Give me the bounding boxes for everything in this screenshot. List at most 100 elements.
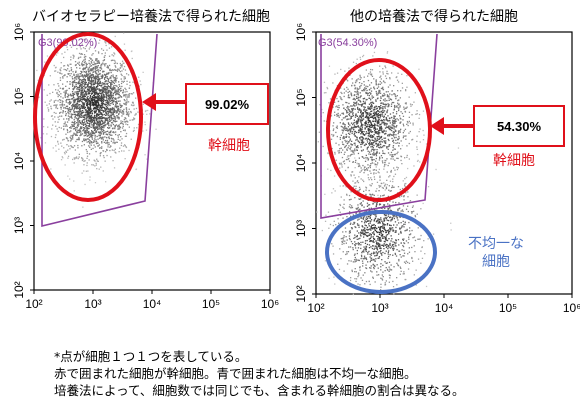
scatter-point bbox=[393, 85, 395, 87]
scatter-point bbox=[98, 126, 100, 128]
scatter-point bbox=[109, 117, 111, 119]
scatter-point bbox=[104, 108, 106, 110]
scatter-point bbox=[374, 106, 376, 108]
scatter-point bbox=[76, 97, 79, 99]
scatter-point bbox=[324, 193, 326, 195]
scatter-point bbox=[129, 81, 131, 83]
scatter-point bbox=[100, 67, 102, 69]
scatter-point bbox=[69, 136, 71, 138]
scatter-point bbox=[363, 255, 366, 257]
scatter-point bbox=[99, 84, 101, 86]
scatter-point bbox=[393, 142, 395, 144]
scatter-point bbox=[87, 99, 90, 101]
scatter-point bbox=[373, 87, 375, 89]
scatter-point bbox=[384, 236, 386, 238]
scatter-point bbox=[370, 123, 373, 126]
scatter-point bbox=[370, 87, 372, 89]
scatter-point bbox=[110, 85, 112, 87]
scatter-point bbox=[81, 89, 83, 91]
scatter-point bbox=[371, 228, 374, 230]
scatter-point bbox=[72, 92, 74, 95]
scatter-point bbox=[103, 127, 105, 129]
scatter-point bbox=[377, 110, 380, 112]
scatter-point bbox=[388, 270, 390, 272]
scatter-point bbox=[78, 156, 80, 158]
scatter-point bbox=[350, 92, 352, 94]
scatter-point bbox=[92, 91, 95, 93]
scatter-point bbox=[81, 62, 83, 64]
scatter-point bbox=[414, 214, 416, 217]
scatter-point bbox=[117, 128, 119, 130]
scatter-point bbox=[66, 118, 68, 120]
scatter-point bbox=[73, 108, 75, 110]
scatter-point bbox=[100, 112, 102, 114]
scatter-point bbox=[392, 227, 394, 229]
scatter-point bbox=[373, 78, 375, 80]
scatter-point bbox=[120, 78, 122, 80]
scatter-point bbox=[82, 123, 84, 125]
scatter-point bbox=[385, 91, 387, 93]
scatter-point bbox=[87, 85, 89, 88]
scatter-point bbox=[113, 77, 115, 79]
scatter-point bbox=[96, 86, 99, 88]
scatter-point bbox=[98, 111, 100, 113]
scatter-point bbox=[93, 106, 95, 109]
scatter-point bbox=[378, 243, 381, 245]
scatter-point bbox=[103, 82, 105, 84]
scatter-point bbox=[354, 226, 356, 228]
scatter-point bbox=[108, 120, 110, 122]
scatter-point bbox=[62, 125, 65, 127]
scatter-point bbox=[83, 117, 86, 119]
scatter-point bbox=[365, 258, 367, 260]
scatter-point bbox=[358, 99, 360, 101]
scatter-point bbox=[98, 61, 100, 63]
scatter-point bbox=[70, 59, 72, 61]
scatter-point bbox=[87, 127, 89, 129]
scatter-point bbox=[382, 99, 385, 101]
scatter-point bbox=[368, 103, 371, 105]
scatter-point bbox=[110, 134, 112, 136]
scatter-point bbox=[106, 141, 108, 144]
scatter-point bbox=[81, 159, 84, 162]
scatter-point bbox=[88, 98, 90, 100]
scatter-point bbox=[347, 122, 350, 124]
scatter-point bbox=[404, 223, 406, 225]
scatter-point bbox=[391, 154, 393, 156]
scatter-point bbox=[342, 132, 344, 134]
scatter-point bbox=[93, 77, 95, 79]
scatter-point bbox=[378, 83, 380, 85]
scatter-point bbox=[377, 106, 379, 108]
scatter-point bbox=[108, 127, 110, 129]
scatter-point bbox=[84, 139, 87, 141]
scatter-point bbox=[92, 164, 95, 166]
scatter-point bbox=[113, 139, 115, 141]
scatter-point bbox=[96, 96, 98, 98]
scatter-point bbox=[58, 85, 60, 87]
scatter-point bbox=[74, 85, 76, 88]
scatter-point bbox=[348, 160, 351, 162]
scatter-point bbox=[374, 130, 376, 132]
scatter-point bbox=[66, 125, 68, 127]
scatter-point bbox=[97, 127, 99, 129]
scatter-point bbox=[343, 270, 345, 272]
scatter-point bbox=[402, 210, 404, 213]
scatter-point bbox=[363, 258, 365, 260]
scatter-point bbox=[116, 62, 118, 65]
scatter-point bbox=[101, 82, 104, 84]
scatter-point bbox=[394, 153, 396, 155]
scatter-point bbox=[422, 202, 424, 205]
scatter-point bbox=[124, 158, 126, 160]
scatter-point bbox=[94, 122, 96, 124]
scatter-point bbox=[95, 141, 97, 143]
scatter-point bbox=[72, 54, 74, 56]
scatter-point bbox=[73, 110, 75, 112]
scatter-point bbox=[64, 95, 66, 97]
scatter-point bbox=[371, 75, 374, 77]
scatter-point bbox=[93, 61, 95, 63]
scatter-point bbox=[365, 154, 367, 157]
scatter-point bbox=[94, 146, 96, 148]
scatter-point bbox=[113, 92, 115, 94]
scatter-point bbox=[91, 98, 93, 100]
scatter-point bbox=[370, 136, 372, 138]
scatter-point bbox=[363, 190, 365, 192]
